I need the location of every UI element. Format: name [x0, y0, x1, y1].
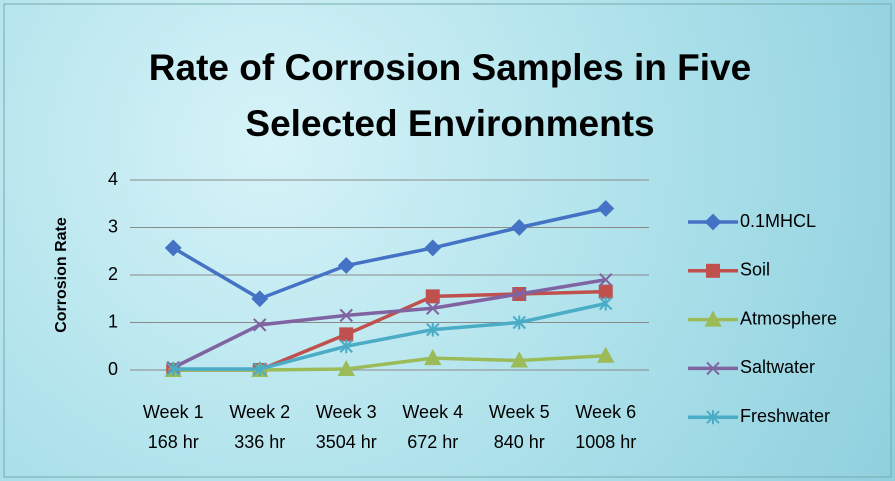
- marker: [600, 286, 612, 298]
- legend-label: Atmosphere: [740, 308, 837, 328]
- legend-label: Soil: [740, 260, 770, 280]
- legend-label: 0.1MHCL: [740, 211, 816, 231]
- legend-label: Saltwater: [740, 357, 815, 377]
- marker: [426, 241, 440, 255]
- marker: [427, 290, 439, 302]
- marker: [339, 259, 353, 273]
- y-tick-label: 4: [108, 169, 118, 189]
- y-tick-label: 0: [108, 359, 118, 379]
- legend-marker: [707, 265, 719, 277]
- chart-container: Corrosion Rate 0 1 2 3 4 Week 1168 hr Week 233…: [0, 0, 895, 481]
- y-tick-label: 2: [108, 264, 118, 284]
- series-line: [173, 209, 606, 299]
- chart-title: Rate of Corrosion Samples in Five Select…: [90, 40, 810, 152]
- y-axis-label: Corrosion Rate: [53, 217, 70, 333]
- y-tick-label: 1: [108, 311, 118, 331]
- marker: [512, 221, 526, 235]
- marker: [599, 202, 613, 216]
- legend-label: Freshwater: [740, 406, 830, 426]
- marker: [340, 328, 352, 340]
- legend-marker: [706, 215, 720, 229]
- y-tick-label: 3: [108, 216, 118, 236]
